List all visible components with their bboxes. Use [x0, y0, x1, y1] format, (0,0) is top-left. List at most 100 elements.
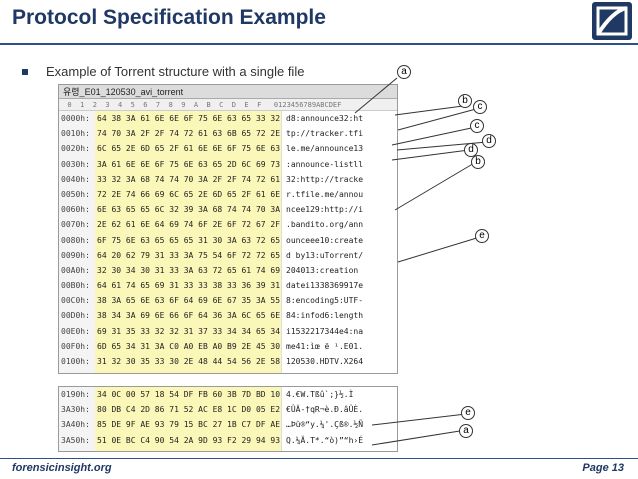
hex-row: 0100h: 31 32 30 35 33 30 2E 48 44 54 56 2… — [59, 354, 397, 370]
hex-offset: 00F0h: — [59, 338, 95, 354]
hex-row: 0020h: 6C 65 2E 6D 65 2F 61 6E 6E 6F 75 6… — [59, 141, 397, 157]
hex-ascii: ounceee10:create — [281, 232, 397, 248]
footer-site: forensicinsight.org — [12, 462, 112, 474]
hex-bytes: 6E 63 65 65 6C 32 39 3A 68 74 74 70 3A 2… — [95, 202, 281, 218]
hex-column-header: 0 1 2 3 4 5 6 7 8 9 A B C D E F 01234567… — [59, 99, 397, 111]
hex-row: 0090h: 64 20 62 79 31 33 3A 75 54 6F 72 7… — [59, 247, 397, 263]
hex-offset: 3A50h: — [59, 432, 95, 448]
hex-tail-row: 3A40h: 85 DE 9F AE 93 79 15 BC 27 1B C7 D… — [59, 417, 397, 433]
hex-offset: 00C0h: — [59, 293, 95, 309]
hex-editor-window: 유령_E01_120530_avi_torrent 0 1 2 3 4 5 6 … — [58, 84, 398, 374]
hex-bytes: 34 0C 00 57 18 54 DF FB 60 3B 7D BD 10 C… — [95, 387, 281, 403]
hex-ascii: ncee129:http://i — [281, 202, 397, 218]
hex-offset: 0100h: — [59, 354, 95, 370]
hex-tail-row: 3A30h: 80 DB C4 2D 86 71 52 AC E8 1C D0 0… — [59, 402, 397, 418]
hex-offset: 3A30h: — [59, 402, 95, 418]
hex-bytes: 3A 61 6E 6E 6F 75 6E 63 65 2D 6C 69 73 7… — [95, 156, 281, 172]
hex-ascii: 84:infod6:length — [281, 308, 397, 324]
callout-e-second: e — [461, 406, 475, 420]
hex-ascii: datei1338369917e — [281, 278, 397, 294]
hex-ascii: le.me/announce13 — [281, 141, 397, 157]
hex-bytes: 38 34 3A 69 6E 66 6F 64 36 3A 6C 65 6E 6… — [95, 308, 281, 324]
hex-offset: 0050h: — [59, 186, 95, 203]
hex-row: 00C0h: 38 3A 65 6E 63 6F 64 69 6E 67 35 3… — [59, 293, 397, 309]
bullet-square-icon — [22, 68, 28, 75]
hex-editor-tail-window: 0190h: 34 0C 00 57 18 54 DF FB 60 3B 7D B… — [58, 386, 398, 452]
hex-bytes: 31 32 30 35 33 30 2E 48 44 54 56 2E 58 3… — [95, 354, 281, 370]
hex-bytes: 2E 62 61 6E 64 69 74 6F 2E 6F 72 67 2F 6… — [95, 217, 281, 233]
hex-row: 0030h: 3A 61 6E 6E 6F 75 6E 63 65 2D 6C 6… — [59, 156, 397, 172]
hex-offset: 3A60h: — [59, 447, 95, 451]
hex-ascii: :announce-listll — [281, 156, 397, 172]
hex-bytes: 6F 75 6E 63 65 65 65 31 30 3A 63 72 65 6… — [95, 232, 281, 248]
hex-offset: 00A0h: — [59, 262, 95, 279]
hex-bytes: 51 0E BC C4 90 54 2A 9D 93 F2 29 94 93 6… — [95, 432, 281, 448]
hex-ascii: 120530.HDTV.X264 — [281, 354, 397, 370]
hex-ascii: i1532217344e4:na — [281, 323, 397, 339]
hex-offset: 00E0h: — [59, 323, 95, 339]
hex-bytes: 64 38 3A 61 6E 6E 6F 75 6E 63 65 33 32 3… — [95, 111, 281, 127]
hex-bytes: 33 32 3A 68 74 74 70 3A 2F 2F 74 72 61 6… — [95, 171, 281, 187]
hex-ascii: d by13:uTorrent/ — [281, 247, 397, 263]
hex-row: 0040h: 33 32 3A 68 74 74 70 3A 2F 2F 74 7… — [59, 171, 397, 187]
callout-b-second: b — [471, 155, 485, 169]
hex-bytes: 72 2E 74 66 69 6C 65 2E 6D 65 2F 61 6E 6… — [95, 186, 281, 203]
hex-bytes: 85 DE 9F AE 93 79 15 BC 27 1B C7 DF AE 0… — [95, 417, 281, 433]
callout-c-first: c — [473, 100, 487, 114]
footer-divider — [0, 458, 638, 459]
hex-offset: 00B0h: — [59, 278, 95, 294]
hex-offset: 0040h: — [59, 171, 95, 187]
callout-d-first: d — [482, 134, 496, 148]
hex-rows: 0000h: 64 38 3A 61 6E 6E 6F 75 6E 63 65 3… — [59, 111, 397, 373]
hex-row: 00E0h: 69 31 35 33 32 32 31 37 33 34 34 6… — [59, 323, 397, 339]
hex-bytes: 6D 65 34 31 3A C0 A0 EB A0 B9 2E 45 30 3… — [95, 338, 281, 354]
file-tab[interactable]: 유령_E01_120530_avi_torrent — [59, 85, 397, 99]
page-number: Page 13 — [582, 462, 624, 474]
title-divider — [0, 43, 638, 45]
callout-a-top: a — [397, 65, 411, 79]
hex-offset: 0070h: — [59, 217, 95, 233]
bullet-text: Example of Torrent structure with a sing… — [46, 64, 305, 79]
bullet-row: Example of Torrent structure with a sing… — [22, 64, 304, 79]
hex-tail-row: 3A50h: 51 0E BC C4 90 54 2A 9D 93 F2 29 9… — [59, 432, 397, 448]
hex-tail-row: 0190h: 34 0C 00 57 18 54 DF FB 60 3B 7D B… — [59, 387, 397, 403]
callout-e-first: e — [475, 229, 489, 243]
hex-ascii: 204013:creation — [281, 262, 397, 279]
hex-offset: 0190h: — [59, 387, 95, 403]
hex-ascii: Q.¼Ä.T*.“ò)”“h›É — [281, 432, 397, 448]
hex-offset: 0010h: — [59, 126, 95, 142]
hex-offset: 0060h: — [59, 202, 95, 218]
hex-row: 0080h: 6F 75 6E 63 65 65 65 31 30 3A 63 7… — [59, 232, 397, 248]
hex-bytes: 80 DB C4 2D 86 71 52 AC E8 1C D0 05 E2 D… — [95, 402, 281, 418]
hex-bytes: 69 31 35 33 32 32 31 37 33 34 34 65 34 3… — [95, 323, 281, 339]
hex-row: 00F0h: 6D 65 34 31 3A C0 A0 EB A0 B9 2E 4… — [59, 338, 397, 354]
hex-bytes: 65 65 — [95, 447, 281, 451]
hex-ascii: €ÛÄ-†qR¬è.Ð.âÛÈ. — [281, 402, 397, 418]
hex-bytes: 32 30 34 30 31 33 3A 63 72 65 61 74 69 6… — [95, 262, 281, 279]
logo-mark-icon — [596, 6, 628, 36]
hex-offset: 00D0h: — [59, 308, 95, 324]
hex-bytes: 64 61 74 65 69 31 33 33 38 33 36 39 31 3… — [95, 278, 281, 294]
hex-offset: 0080h: — [59, 232, 95, 248]
hex-ascii: d8:announce32:ht — [281, 111, 397, 127]
hex-ascii: me41:ìœ ë ¹.E01. — [281, 338, 397, 354]
hex-offset: 3A40h: — [59, 417, 95, 433]
hex-offset: 0110h: — [59, 369, 95, 373]
hex-ascii: 8:encoding5:UTF- — [281, 293, 397, 309]
hex-ascii: .720p-King.avi12 — [281, 369, 397, 373]
hex-row: 0050h: 72 2E 74 66 69 6C 65 2E 6D 65 2F 6… — [59, 186, 397, 203]
hex-row: 0070h: 2E 62 61 6E 64 69 74 6F 2E 6F 72 6… — [59, 217, 397, 233]
hex-tail-rows: 0190h: 34 0C 00 57 18 54 DF FB 60 3B 7D B… — [59, 387, 397, 451]
company-logo — [592, 2, 632, 40]
hex-row: 0000h: 64 38 3A 61 6E 6E 6F 75 6E 63 65 3… — [59, 111, 397, 127]
callout-b-first: b — [458, 94, 472, 108]
hex-offset: 0000h: — [59, 111, 95, 127]
hex-ascii: ee — [281, 447, 397, 451]
slide-title: Protocol Specification Example — [12, 6, 326, 29]
hex-row: 00D0h: 38 34 3A 69 6E 66 6F 64 36 3A 6C 6… — [59, 308, 397, 324]
hex-ascii: tp://tracker.tfi — [281, 126, 397, 142]
hex-row: 0010h: 74 70 3A 2F 2F 74 72 61 63 6B 65 7… — [59, 126, 397, 142]
hex-offset: 0020h: — [59, 141, 95, 157]
hex-bytes: 74 70 3A 2F 2F 74 72 61 63 6B 65 72 2E 7… — [95, 126, 281, 142]
hex-row: 00B0h: 64 61 74 65 69 31 33 33 38 33 36 3… — [59, 278, 397, 294]
